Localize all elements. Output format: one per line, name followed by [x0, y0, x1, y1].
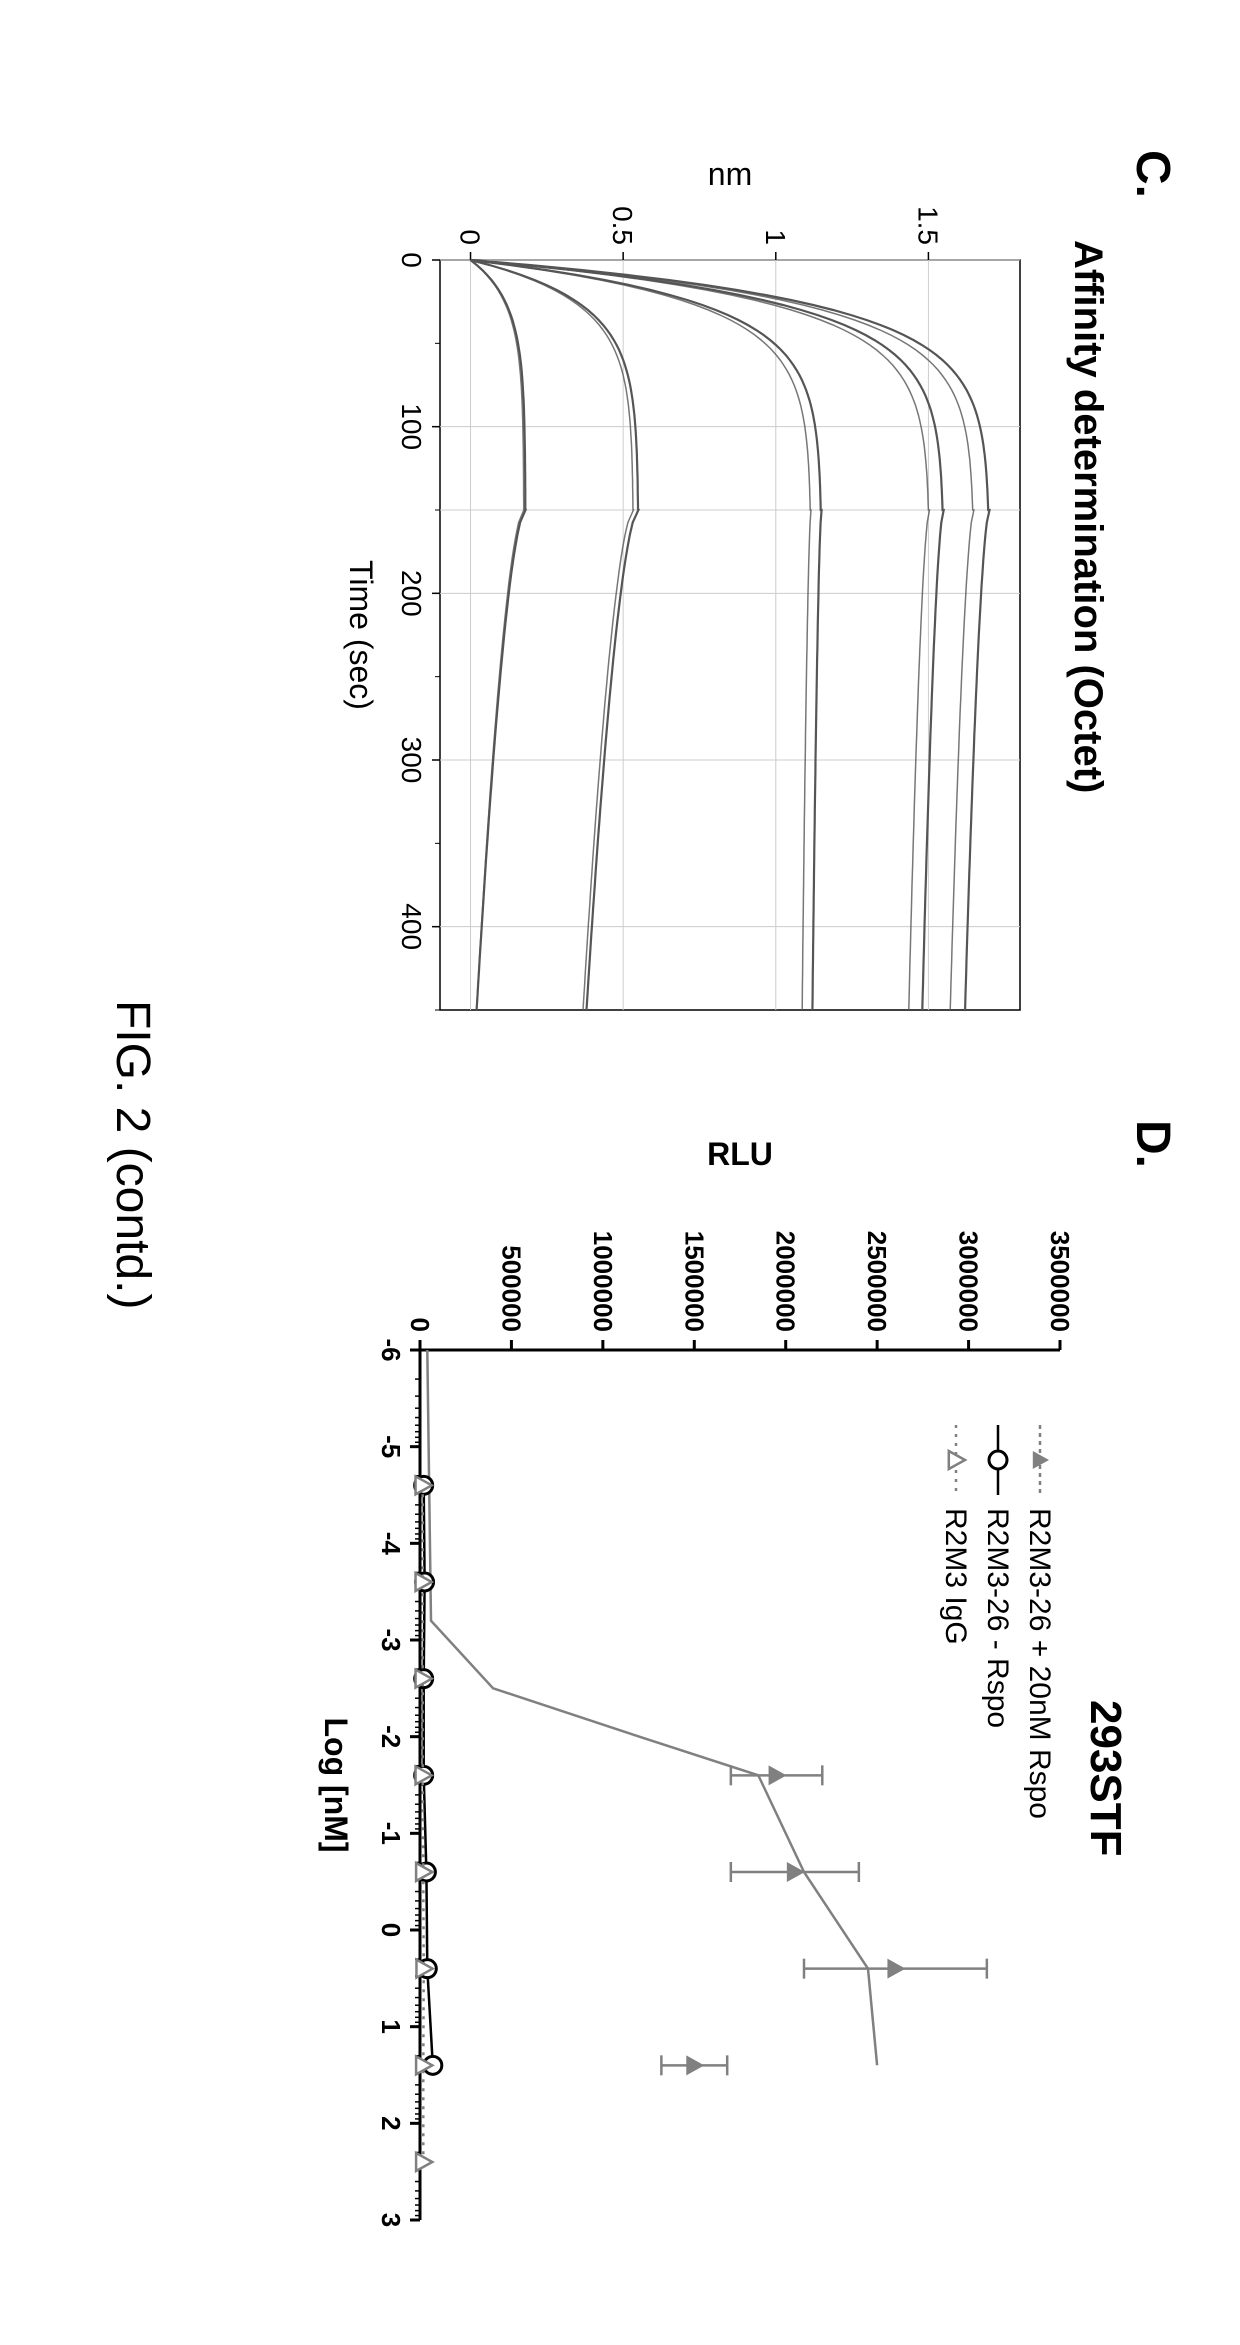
svg-text:Time (sec): Time (sec) [343, 560, 379, 710]
svg-text:3000000: 3000000 [954, 1231, 984, 1332]
svg-text:2000000: 2000000 [771, 1231, 801, 1332]
svg-text:Log [nM]: Log [nM] [318, 1717, 354, 1852]
svg-text:2500000: 2500000 [862, 1231, 892, 1332]
svg-text:3: 3 [376, 2213, 406, 2227]
svg-text:1: 1 [760, 229, 791, 245]
rotated-page-container: C. Affinity determination (Octet) 010020… [0, 0, 1240, 2345]
svg-text:-1: -1 [376, 1822, 406, 1845]
svg-text:-3: -3 [376, 1628, 406, 1651]
svg-text:500000: 500000 [496, 1245, 526, 1332]
panel-d-label: D. [1125, 1120, 1180, 1168]
svg-text:1: 1 [376, 2019, 406, 2033]
svg-text:-6: -6 [376, 1338, 406, 1361]
svg-text:R2M3 IgG: R2M3 IgG [939, 1508, 972, 1645]
svg-text:1000000: 1000000 [588, 1231, 618, 1332]
affinity-chart: 0 100 200 300 400 0 0.5 1 1.5 Time (sec) nm [320, 150, 1040, 1030]
panel-c-label: C. [1125, 150, 1180, 198]
svg-text:-2: -2 [376, 1725, 406, 1748]
svg-text:1500000: 1500000 [679, 1231, 709, 1332]
svg-text:100: 100 [396, 403, 427, 450]
svg-text:200: 200 [396, 570, 427, 617]
svg-text:R2M3-26 + 20nM Rspo: R2M3-26 + 20nM Rspo [1023, 1508, 1056, 1819]
svg-text:-5: -5 [376, 1435, 406, 1458]
svg-text:300: 300 [396, 737, 427, 784]
svg-text:3500000: 3500000 [1045, 1231, 1075, 1332]
svg-text:0: 0 [455, 229, 486, 245]
svg-text:0: 0 [405, 1318, 435, 1332]
panel-c-title: Affinity determination (Octet) [1065, 240, 1110, 793]
svg-text:RLU: RLU [707, 1136, 773, 1172]
svg-text:0: 0 [376, 1923, 406, 1937]
panel-d-title: 293STF [1080, 1700, 1130, 1857]
svg-text:2: 2 [376, 2116, 406, 2130]
dose-response-chart: 0 500000 1000000 1500000 2000000 2500000 30000… [300, 1120, 1080, 2240]
svg-text:nm: nm [708, 156, 752, 192]
svg-text:1.5: 1.5 [912, 206, 943, 245]
svg-text:-4: -4 [376, 1532, 406, 1556]
svg-text:R2M3-26 - Rspo: R2M3-26 - Rspo [981, 1508, 1014, 1728]
svg-text:0.5: 0.5 [607, 206, 638, 245]
svg-text:0: 0 [396, 252, 427, 268]
figure-caption: FIG. 2 (contd.) [105, 1000, 160, 1309]
svg-text:400: 400 [396, 903, 427, 950]
